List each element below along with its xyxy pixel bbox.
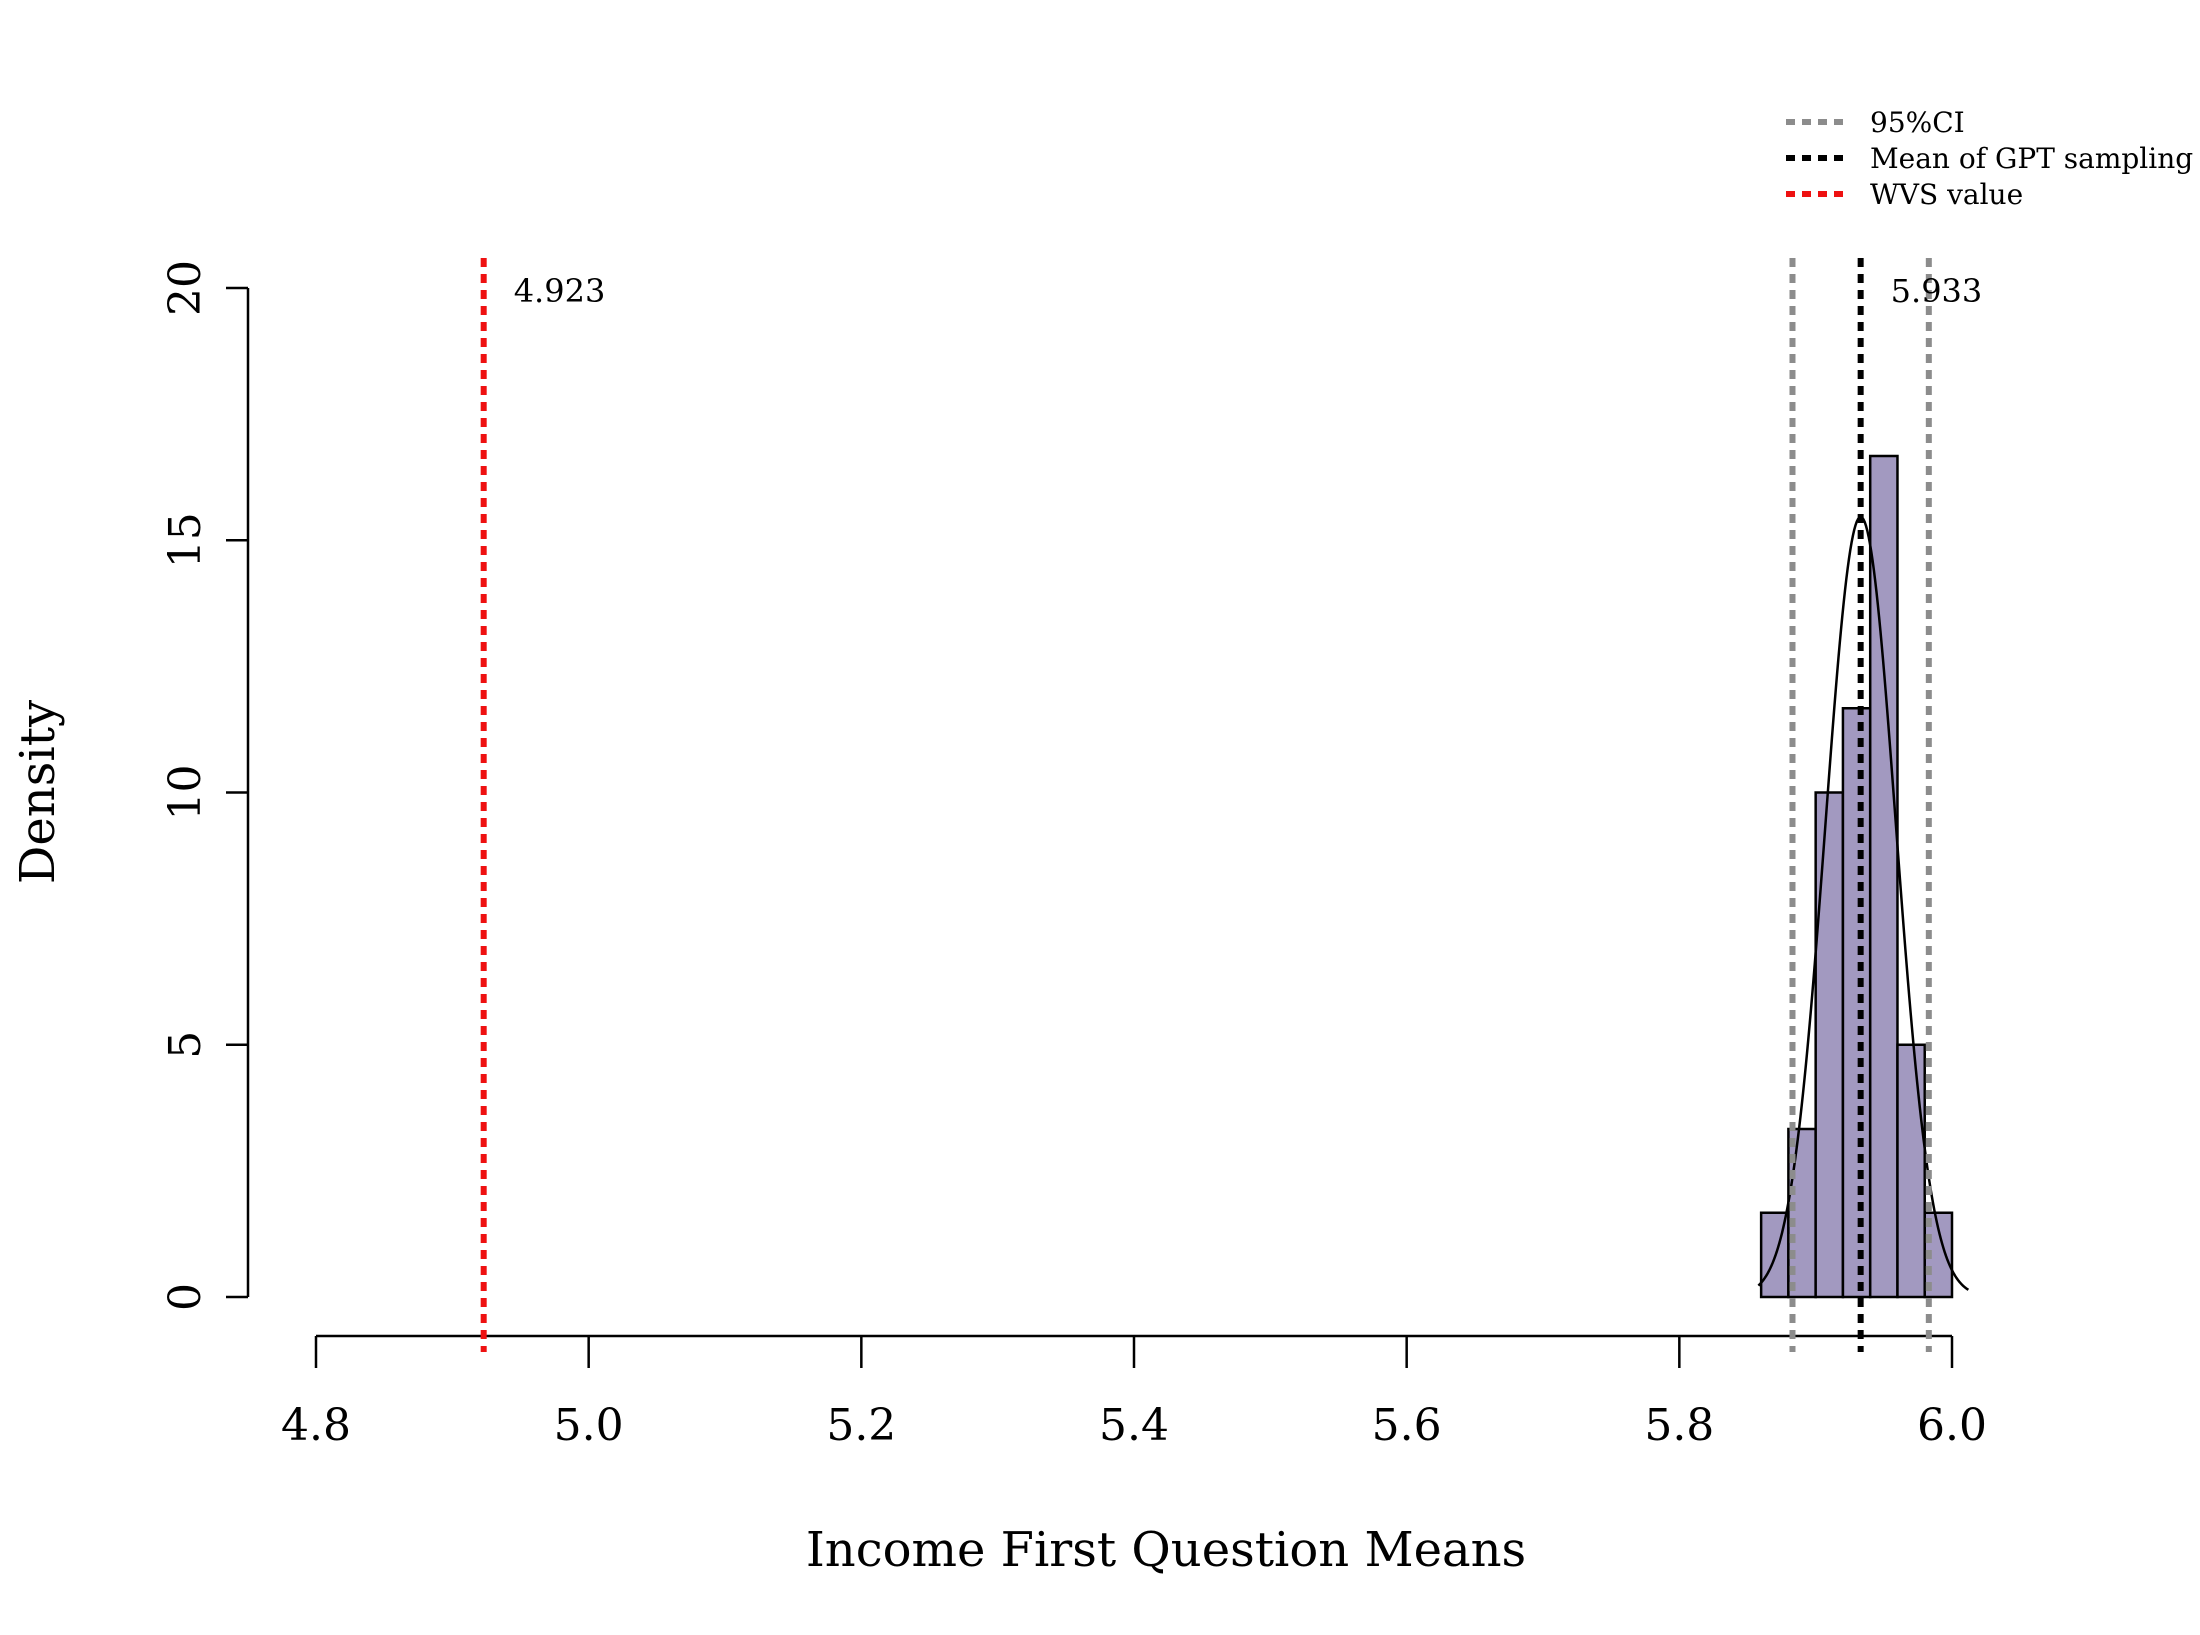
legend-label: WVS value xyxy=(1870,178,2023,211)
histogram-bars xyxy=(1759,454,1954,1299)
x-tick-label: 5.8 xyxy=(1644,1400,1714,1451)
value-annotation: 5.933 xyxy=(1891,272,1983,310)
histogram-bar xyxy=(1814,791,1845,1299)
x-tick-label: 5.0 xyxy=(554,1400,624,1451)
y-tick-label: 20 xyxy=(160,260,211,316)
legend-label: 95%CI xyxy=(1870,106,1965,139)
x-axis-title: Income First Question Means xyxy=(806,1522,1526,1578)
x-tick-label: 4.8 xyxy=(281,1400,351,1451)
y-tick-label: 10 xyxy=(160,765,211,821)
histogram-bar xyxy=(1868,454,1899,1299)
x-tick-label: 5.4 xyxy=(1099,1400,1169,1451)
histogram-bar xyxy=(1896,1043,1926,1299)
reference-lines xyxy=(480,258,1932,1352)
y-axis: 0 5 10 15 20 xyxy=(160,260,250,1311)
x-tick-label: 5.6 xyxy=(1372,1400,1442,1451)
value-annotations: 4.923 5.933 xyxy=(514,272,1983,310)
legend-label: Mean of GPT sampling xyxy=(1870,142,2193,175)
x-axis: 4.8 5.0 5.2 5.4 5.6 5.8 6.0 xyxy=(281,1334,1987,1451)
y-axis-title: Density xyxy=(10,700,66,884)
x-tick-label: 5.2 xyxy=(826,1400,896,1451)
histogram-bar xyxy=(1841,706,1872,1299)
y-tick-label: 0 xyxy=(160,1283,211,1311)
y-tick-label: 5 xyxy=(160,1031,211,1059)
x-tick-label: 6.0 xyxy=(1917,1400,1987,1451)
y-tick-label: 15 xyxy=(160,512,211,568)
value-annotation: 4.923 xyxy=(514,272,606,310)
